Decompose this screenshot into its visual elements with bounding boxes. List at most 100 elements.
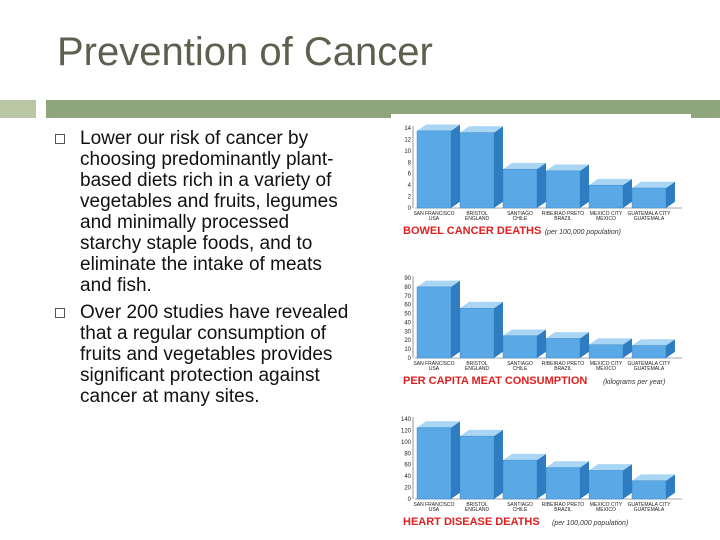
bar-top-face <box>503 453 546 461</box>
y-tick-label: 80 <box>404 285 411 291</box>
bar <box>459 132 495 209</box>
bar <box>416 286 452 359</box>
category-label: BRISTOL <box>466 361 488 367</box>
category-label: BRISTOL <box>466 211 488 217</box>
bullet-list: Lower our risk of cancer by choosing pre… <box>52 128 352 413</box>
category-label: GUATEMALA CITY <box>628 211 672 217</box>
category-label: USA <box>429 507 440 513</box>
category-label: SAN FRANCISCO <box>413 211 454 217</box>
y-tick-label: 14 <box>404 126 411 132</box>
category-label: MEXICO <box>596 216 616 222</box>
bar-top-face <box>460 126 503 133</box>
bar <box>459 435 495 500</box>
bar-top-face <box>417 124 460 131</box>
category-label: GUATEMALA <box>634 216 665 222</box>
y-tick-label: 6 <box>408 172 412 178</box>
bar <box>502 459 538 500</box>
y-tick-label: 120 <box>401 428 412 434</box>
bar-side-face <box>623 464 632 499</box>
bar <box>631 187 667 209</box>
category-label: MEXICO CITY <box>590 211 623 217</box>
y-tick-label: 90 <box>404 276 411 282</box>
category-label: GUATEMALA CITY <box>628 361 672 367</box>
title-divider-accent <box>0 100 36 118</box>
y-tick-label: 50 <box>404 312 411 318</box>
category-label: MEXICO <box>596 507 616 513</box>
bar-top-face <box>460 429 503 437</box>
bar-top-face <box>503 329 546 336</box>
bar-side-face <box>494 301 503 358</box>
category-label: GUATEMALA <box>634 366 665 372</box>
y-tick-label: 100 <box>401 440 412 446</box>
bar <box>545 467 581 500</box>
bullet-item: Over 200 studies have revealed that a re… <box>52 302 352 407</box>
y-tick-label: 20 <box>404 338 411 344</box>
bar-top-face <box>503 162 546 170</box>
y-tick-label: 0 <box>408 356 412 362</box>
bullet-text: Over 200 studies have revealed that a re… <box>80 302 349 407</box>
y-tick-label: 80 <box>404 451 411 457</box>
bar-top-face <box>546 461 589 468</box>
bar <box>502 168 538 209</box>
y-tick-label: 60 <box>404 463 411 469</box>
bar-side-face <box>537 329 546 358</box>
bar-top-face <box>589 464 632 471</box>
category-label: MEXICO CITY <box>590 502 623 508</box>
bar <box>588 344 624 359</box>
bar <box>631 480 667 500</box>
category-label: BRISTOL <box>466 502 488 508</box>
bar <box>416 130 452 209</box>
y-tick-label: 10 <box>404 347 411 353</box>
category-label: GUATEMALA <box>634 507 665 513</box>
bar-side-face <box>623 338 632 358</box>
y-tick-label: 30 <box>404 329 411 335</box>
bar-side-face <box>451 421 460 499</box>
category-label: RIBEIRAO PRETO <box>542 361 585 367</box>
category-label: CHILE <box>513 366 528 372</box>
bar-side-face <box>537 453 546 499</box>
category-label: CHILE <box>513 216 528 222</box>
bar-top-face <box>417 280 460 287</box>
category-label: RIBEIRAO PRETO <box>542 211 585 217</box>
bar-side-face <box>666 181 675 208</box>
bar-top-face <box>589 338 632 345</box>
y-tick-label: 10 <box>404 149 411 155</box>
y-tick-label: 20 <box>404 486 411 492</box>
chart-title: BOWEL CANCER DEATHS <box>403 225 541 237</box>
bar <box>416 427 452 500</box>
bar <box>502 335 538 359</box>
bar-side-face <box>451 280 460 358</box>
bullet-checkbox-icon <box>55 134 65 144</box>
chart-title: HEART DISEASE DEATHS <box>403 516 540 528</box>
category-label: GUATEMALA CITY <box>628 502 672 508</box>
bar <box>459 308 495 359</box>
bar-side-face <box>666 474 675 499</box>
bar-side-face <box>580 461 589 499</box>
chart-unit-note: (per 100,000 population) <box>545 229 621 236</box>
category-label: USA <box>429 366 440 372</box>
slide-title: Prevention of Cancer <box>57 30 433 74</box>
bar-top-face <box>546 332 589 339</box>
category-label: SAN FRANCISCO <box>413 502 454 508</box>
y-tick-label: 0 <box>408 206 412 212</box>
category-label: ENGLAND <box>465 366 490 372</box>
y-tick-label: 12 <box>404 137 411 143</box>
y-tick-label: 70 <box>404 294 411 300</box>
bar-top-face <box>632 474 675 481</box>
y-tick-label: 0 <box>408 497 412 503</box>
bar-top-face <box>460 301 503 309</box>
bullet-checkbox-icon <box>55 308 65 318</box>
category-label: USA <box>429 216 440 222</box>
bar <box>545 338 581 359</box>
title-divider-bar <box>46 100 720 118</box>
bar-side-face <box>623 178 632 208</box>
category-label: SANTIAGO <box>507 211 533 217</box>
bar <box>631 345 667 359</box>
category-label: BRAZIL <box>554 216 572 222</box>
chart-unit-note: (kilograms per year) <box>603 379 665 386</box>
bar <box>588 470 624 500</box>
y-tick-label: 4 <box>408 183 412 189</box>
bullet-text: Lower our risk of cancer by choosing pre… <box>80 128 338 296</box>
y-tick-label: 60 <box>404 303 411 309</box>
